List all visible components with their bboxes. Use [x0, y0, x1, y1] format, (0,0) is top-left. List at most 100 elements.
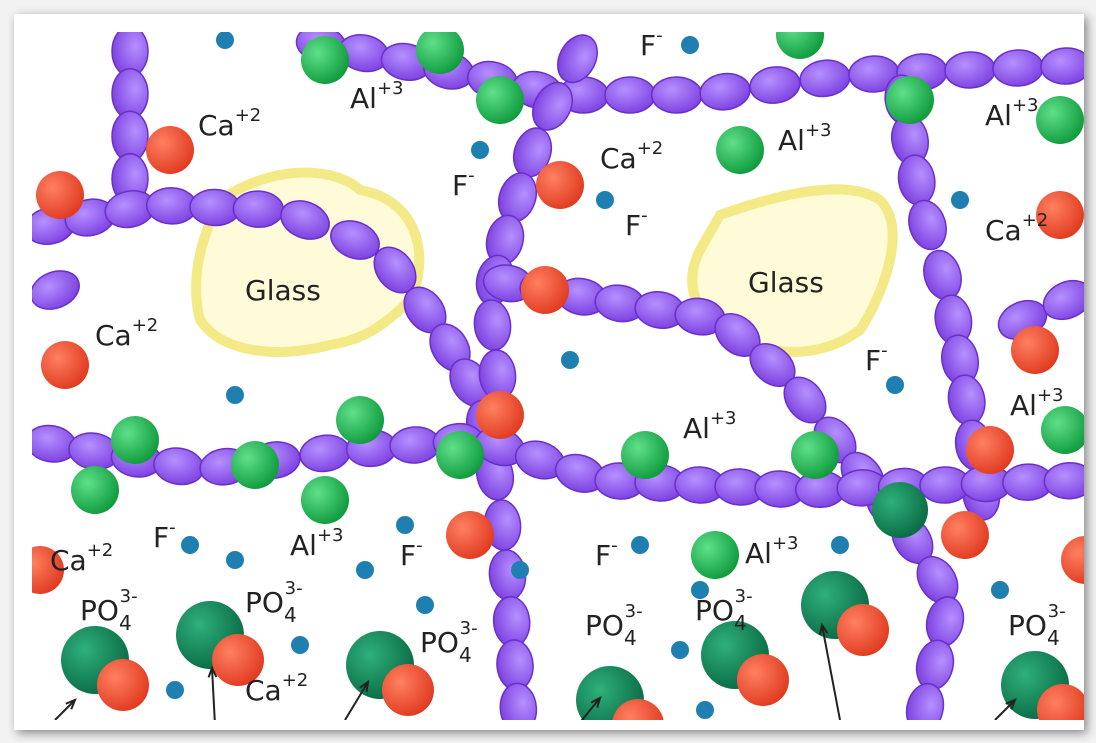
- charge: +2: [87, 540, 114, 561]
- charge: +3: [1037, 385, 1064, 406]
- chain-bead: [280, 200, 330, 240]
- ion-label: Al+3: [745, 533, 798, 570]
- green-sphere: [1036, 96, 1084, 144]
- blue-dot: [886, 376, 904, 394]
- red-sphere: [1011, 326, 1059, 374]
- subscript: 4: [624, 626, 637, 650]
- arrow-head: [590, 696, 602, 708]
- symbol: Al: [1010, 389, 1037, 422]
- symbol: Glass: [245, 274, 321, 307]
- blue-dot: [991, 581, 1009, 599]
- symbol: Ca: [95, 319, 132, 352]
- symbol: Glass: [748, 266, 824, 299]
- blue-dot: [216, 32, 234, 49]
- chain-bead: [604, 76, 656, 114]
- ion-label: F-: [452, 165, 475, 202]
- blue-dot: [471, 141, 489, 159]
- symbol: F: [865, 344, 881, 377]
- arrow-head: [207, 665, 218, 678]
- ion-label: F-: [153, 517, 176, 554]
- symbol: Al: [985, 99, 1012, 132]
- ion-label: Glass: [245, 274, 321, 307]
- blue-dot: [166, 681, 184, 699]
- charge: +2: [637, 138, 664, 159]
- chain-bead: [499, 682, 538, 720]
- symbol: Al: [290, 529, 317, 562]
- red-sphere: [446, 511, 494, 559]
- charge: 3-: [460, 618, 478, 639]
- arrow: [211, 667, 216, 720]
- ion-label: Al+3: [290, 525, 343, 562]
- green-sphere: [1041, 406, 1084, 454]
- blue-dot: [681, 36, 699, 54]
- symbol: Al: [778, 124, 805, 157]
- green-sphere: [416, 32, 464, 74]
- charge: 3-: [285, 578, 303, 599]
- chain-bead: [32, 270, 80, 310]
- red-sphere: [966, 426, 1014, 474]
- ion-label: Ca+2: [245, 670, 308, 707]
- green-sphere: [691, 531, 739, 579]
- ion-label: PO4 3-: [1008, 601, 1066, 650]
- chain-bead: [908, 199, 947, 251]
- blue-dot: [356, 561, 374, 579]
- dark-sphere: [872, 482, 928, 538]
- symbol: F: [153, 521, 169, 554]
- green-sphere: [301, 36, 349, 84]
- charge: +2: [1022, 210, 1049, 231]
- green-sphere: [791, 431, 839, 479]
- blue-dot: [691, 581, 709, 599]
- ion-label: F-: [400, 535, 423, 572]
- blue-dot: [671, 641, 689, 659]
- red-sphere: [476, 391, 524, 439]
- charge: +3: [710, 408, 737, 429]
- symbol: F: [625, 209, 641, 242]
- subscript: 4: [1047, 626, 1060, 650]
- red-sphere: [1036, 191, 1084, 239]
- ion-label: Ca+2: [198, 105, 261, 142]
- green-sphere: [111, 416, 159, 464]
- red-sphere: [212, 634, 264, 686]
- charge: +3: [772, 533, 799, 554]
- green-sphere: [336, 396, 384, 444]
- green-sphere: [776, 32, 824, 59]
- symbol: F: [640, 29, 656, 62]
- red-sphere: [1061, 536, 1084, 584]
- symbol: F: [595, 539, 611, 572]
- symbol: PO: [695, 594, 734, 627]
- charge: -: [641, 205, 648, 226]
- symbol: Ca: [245, 674, 282, 707]
- charge: -: [169, 517, 176, 538]
- symbol: Ca: [50, 544, 87, 577]
- chain-bead: [905, 682, 945, 720]
- subscript: 4: [734, 611, 747, 635]
- blue-dot: [291, 636, 309, 654]
- green-sphere: [436, 431, 484, 479]
- symbol: PO: [585, 609, 624, 642]
- green-sphere: [71, 466, 119, 514]
- green-sphere: [476, 76, 524, 124]
- blue-dot: [181, 536, 199, 554]
- ion-label: F-: [865, 340, 888, 377]
- blue-dot: [631, 536, 649, 554]
- charge: -: [416, 535, 423, 556]
- blue-dot: [831, 536, 849, 554]
- symbol: Al: [350, 82, 377, 115]
- red-sphere: [36, 171, 84, 219]
- symbol: F: [452, 169, 468, 202]
- red-sphere: [146, 126, 194, 174]
- ion-label: F-: [625, 205, 648, 242]
- green-sphere: [301, 476, 349, 524]
- ion-label: Al+3: [778, 120, 831, 157]
- subscript: 4: [284, 603, 297, 627]
- arrow-head: [65, 698, 77, 710]
- symbol: Ca: [600, 142, 637, 175]
- chain-bead: [1043, 461, 1084, 500]
- chain-bead: [650, 76, 703, 114]
- symbol: Ca: [985, 214, 1022, 247]
- green-sphere: [621, 431, 669, 479]
- red-sphere: [536, 161, 584, 209]
- charge: 3-: [735, 586, 753, 607]
